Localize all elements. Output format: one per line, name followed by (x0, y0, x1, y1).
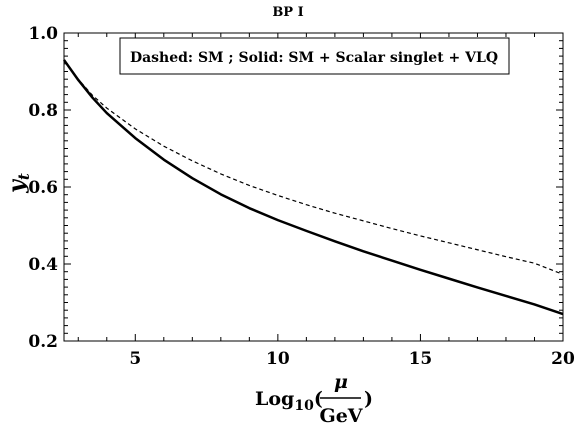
x-tick-label: 10 (266, 349, 290, 369)
x-axis-label: Log10( μ GeV ) (255, 371, 373, 427)
tick-labels: 5 10 15 20 0.2 0.4 0.6 0.8 1.0 (28, 24, 575, 369)
chart-title: BP I (272, 5, 303, 20)
y-axis-label: yt (4, 173, 33, 194)
series-solid-line (62, 59, 564, 316)
series-layer (62, 59, 564, 316)
x-axis-label-close: ) (364, 388, 373, 410)
y-tick-label: 0.6 (28, 178, 58, 198)
axis-ticks (64, 32, 564, 342)
y-tick-label: 0.2 (28, 332, 58, 352)
x-tick-label: 15 (409, 349, 433, 369)
x-axis-label-denominator: GeV (319, 405, 363, 427)
y-axis-label-sub: t (15, 173, 33, 180)
y-tick-label: 0.8 (28, 101, 58, 121)
plot-frame (63, 32, 564, 342)
x-tick-label: 20 (551, 349, 575, 369)
legend-text: Dashed: SM ; Solid: SM + Scalar singlet … (130, 50, 498, 66)
y-tick-label: 0.4 (28, 255, 58, 275)
x-tick-label: 5 (129, 349, 141, 369)
y-axis-label-main: y (4, 178, 30, 194)
x-axis-label-prefix: Log10( (255, 388, 323, 414)
series-dashed-line (63, 59, 564, 275)
x-axis-label-numerator: μ (334, 371, 348, 393)
y-tick-label: 1.0 (28, 24, 58, 44)
legend-box (119, 37, 510, 75)
